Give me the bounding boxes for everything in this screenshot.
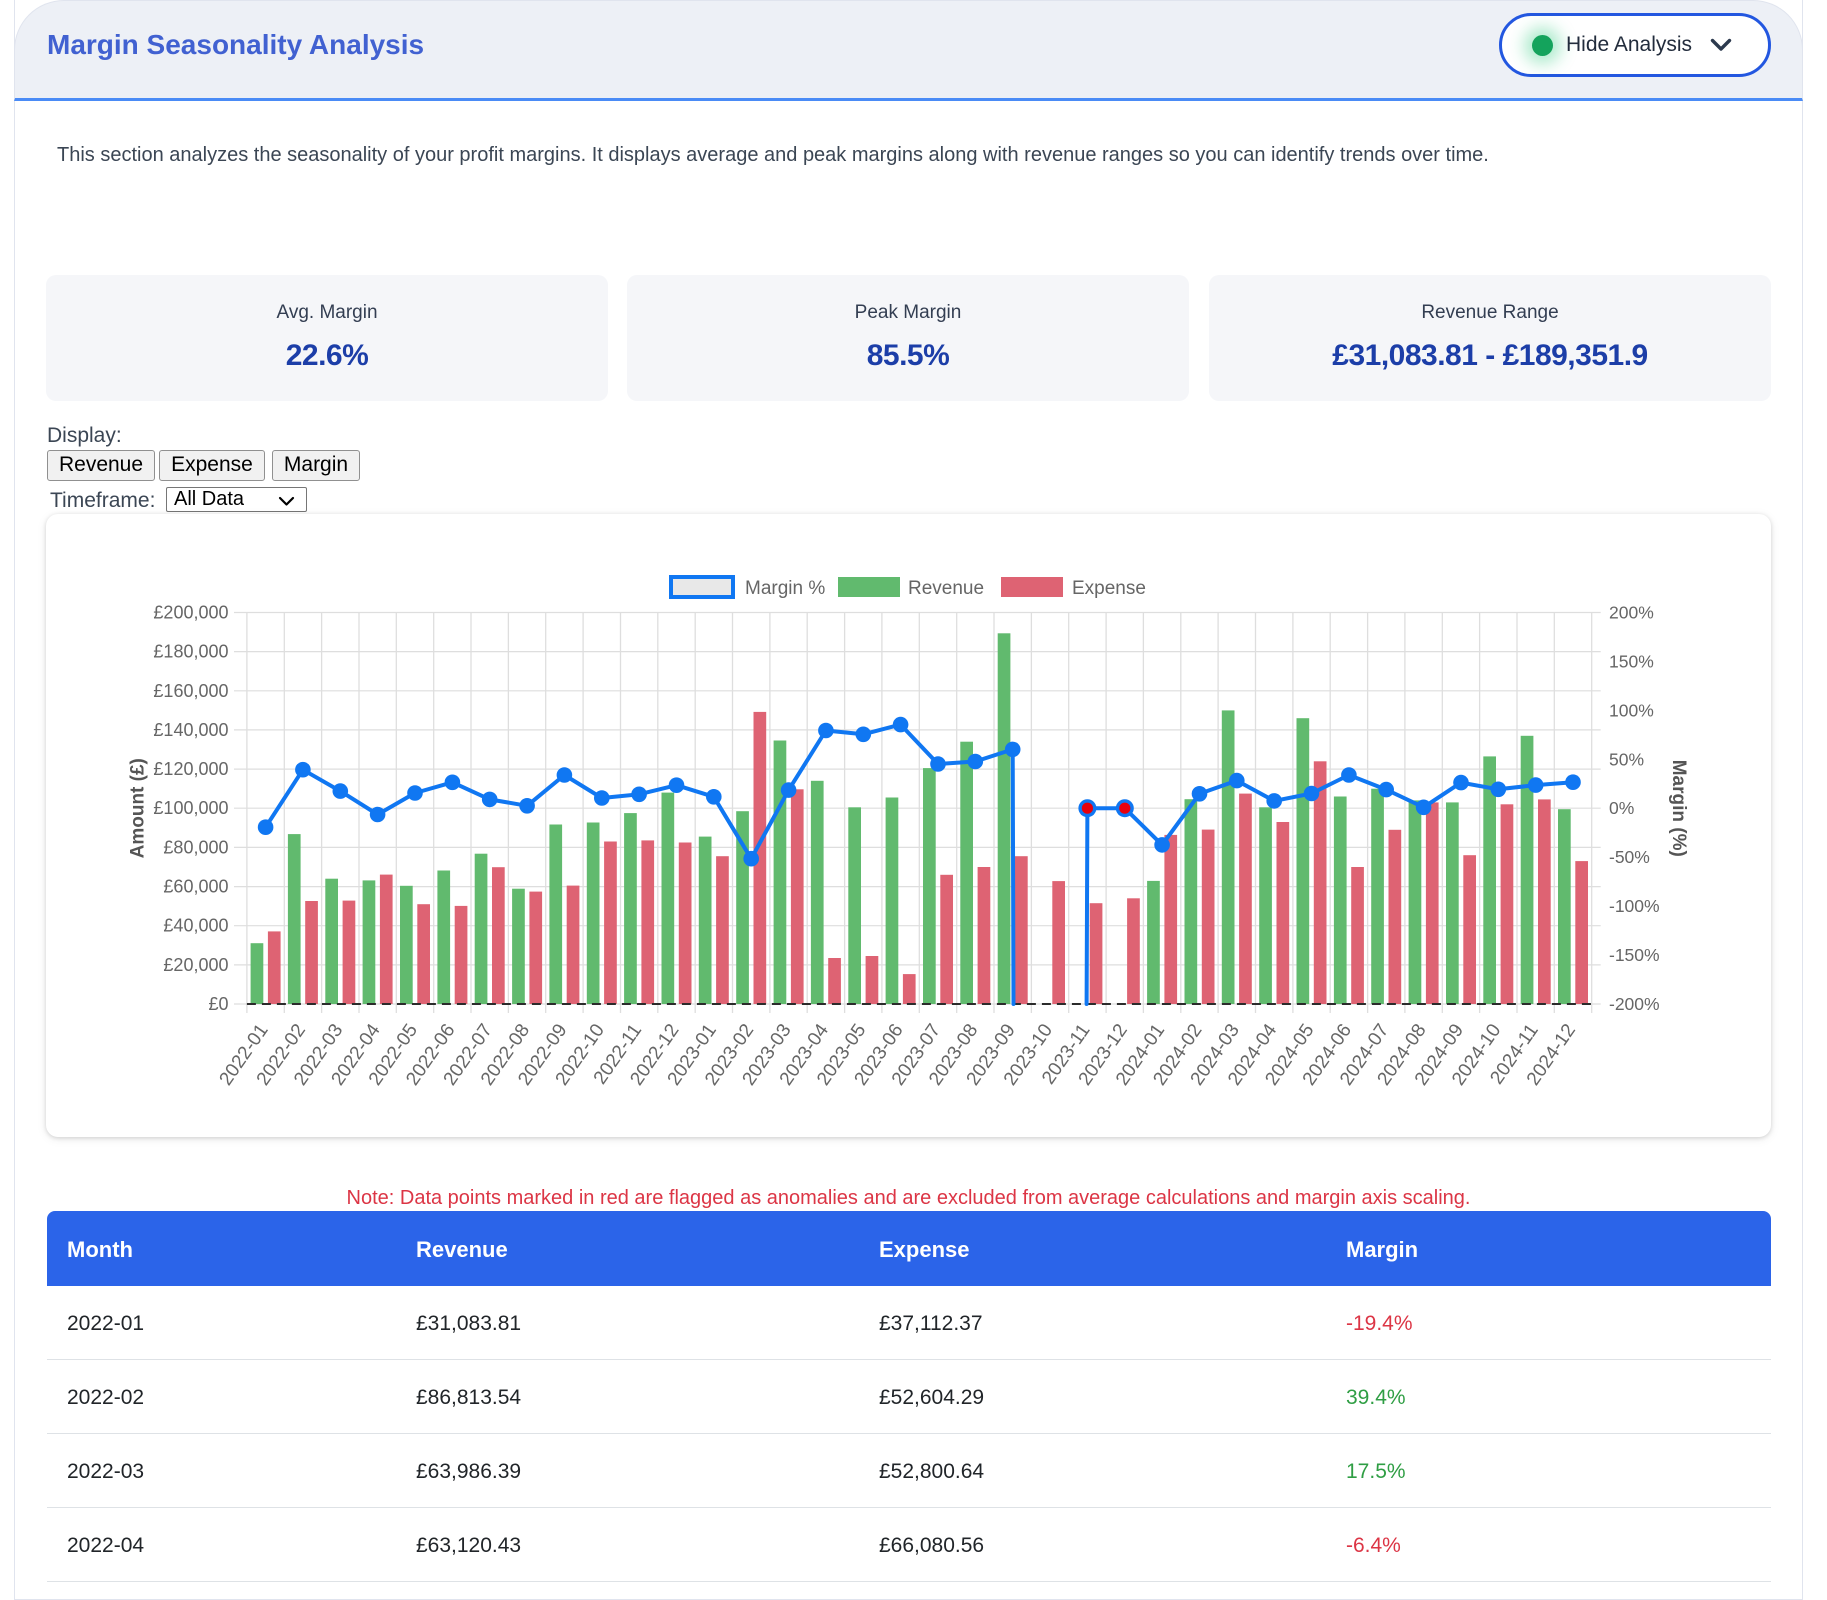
svg-text:200%: 200% [1609, 603, 1654, 623]
svg-text:Margin %: Margin % [745, 578, 825, 599]
svg-text:£160,000: £160,000 [153, 681, 228, 701]
svg-text:Expense: Expense [1072, 578, 1146, 599]
svg-text:100%: 100% [1609, 700, 1654, 720]
svg-text:-100%: -100% [1609, 896, 1660, 916]
svg-text:Revenue: Revenue [908, 578, 984, 599]
svg-text:0%: 0% [1609, 798, 1634, 818]
svg-text:50%: 50% [1609, 749, 1644, 769]
svg-text:£80,000: £80,000 [163, 837, 228, 857]
svg-text:-150%: -150% [1609, 945, 1660, 965]
svg-text:£120,000: £120,000 [153, 759, 228, 779]
svg-text:-50%: -50% [1609, 847, 1650, 867]
svg-text:£40,000: £40,000 [163, 916, 228, 936]
svg-text:£60,000: £60,000 [163, 877, 228, 897]
svg-text:Margin (%): Margin (%) [1668, 760, 1689, 857]
svg-text:150%: 150% [1609, 651, 1654, 671]
svg-text:£140,000: £140,000 [153, 720, 228, 740]
svg-text:£180,000: £180,000 [153, 642, 228, 662]
svg-text:£200,000: £200,000 [153, 603, 228, 623]
svg-text:£100,000: £100,000 [153, 798, 228, 818]
svg-text:£0: £0 [208, 994, 228, 1014]
svg-text:-200%: -200% [1609, 994, 1660, 1014]
svg-text:£20,000: £20,000 [163, 955, 228, 975]
svg-text:Amount (£): Amount (£) [128, 758, 149, 858]
